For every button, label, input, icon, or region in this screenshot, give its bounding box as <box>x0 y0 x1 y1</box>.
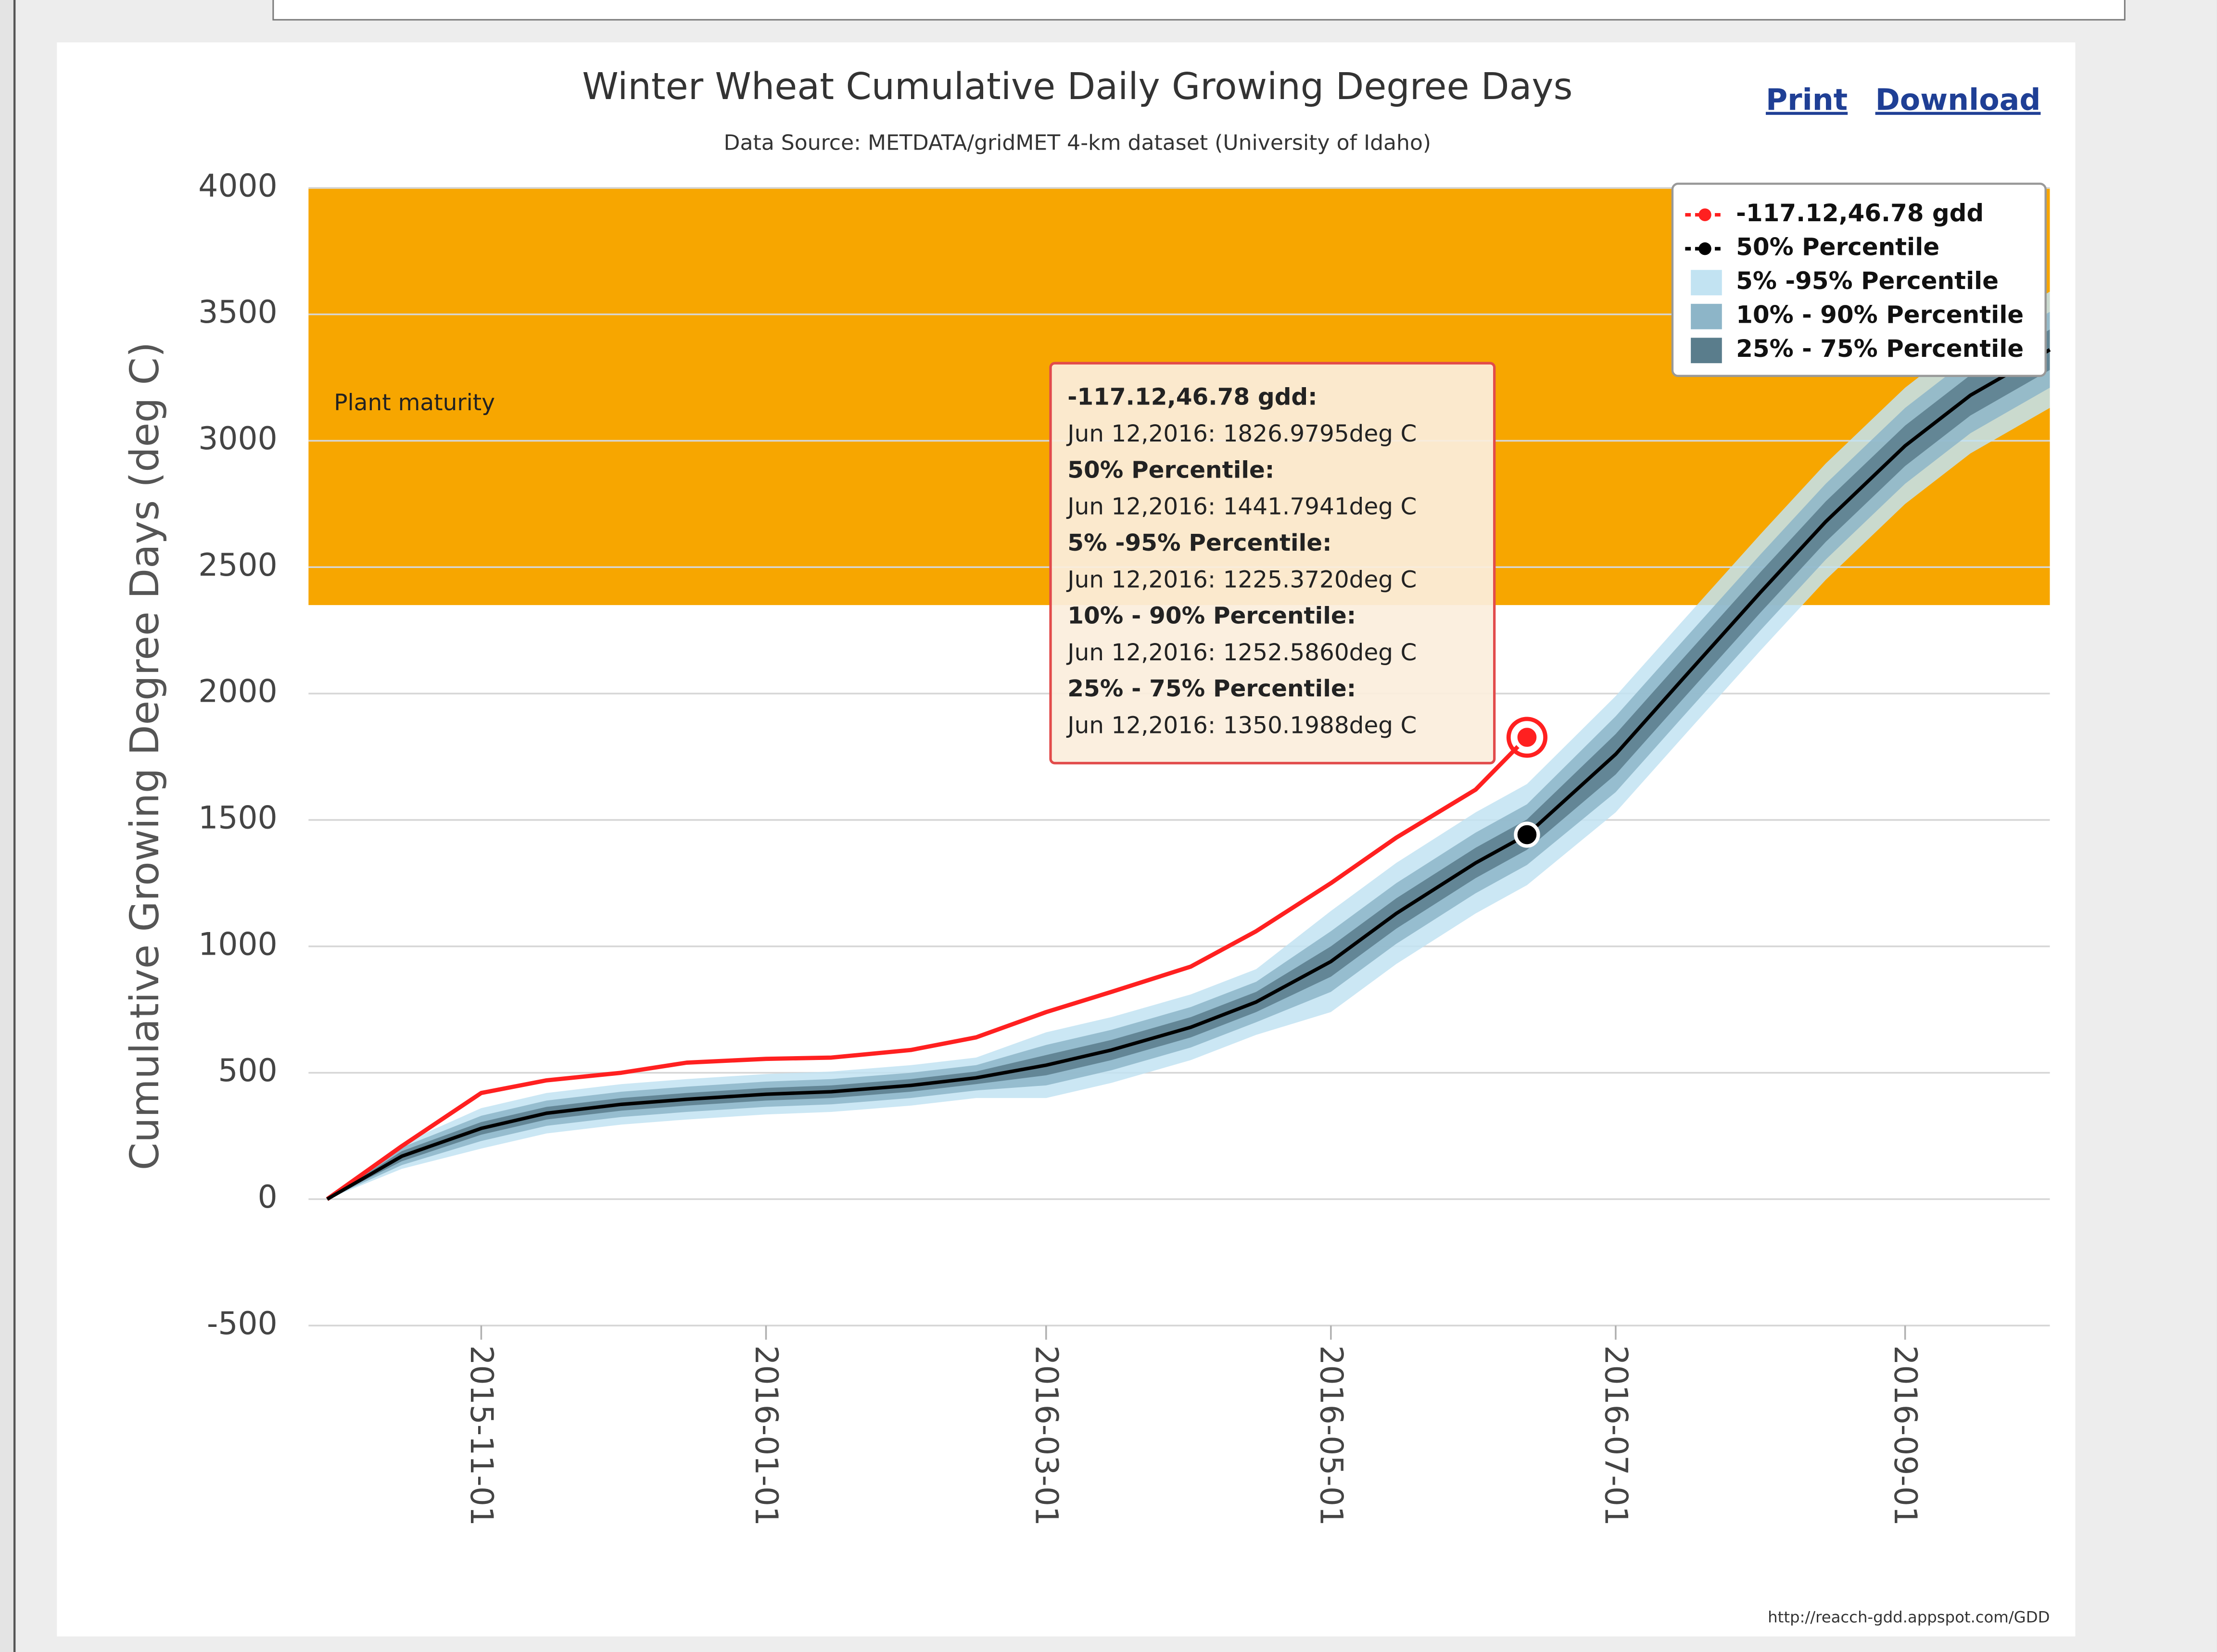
tooltip-text: Jun 12,2016: 1225.3720deg C <box>1066 566 1417 593</box>
zone-label: Plant maturity <box>334 390 495 416</box>
legend-dot <box>1698 242 1711 255</box>
y-tick-label: -500 <box>207 1306 278 1342</box>
x-tick-label: 2016-07-01 <box>1597 1345 1634 1526</box>
tooltip-title: -117.12,46.78 gdd: <box>1067 384 1317 411</box>
tooltip-title: 5% -95% Percentile: <box>1067 530 1331 556</box>
legend-swatch <box>1691 303 1722 329</box>
point-marker <box>1514 821 1540 848</box>
x-tick-label: 2016-05-01 <box>1313 1345 1349 1526</box>
tooltip: -117.12,46.78 gdd: Jun 12,2016: 1826.9795… <box>1049 362 1496 765</box>
x-tick-label: 2016-01-01 <box>748 1345 784 1526</box>
point-marker <box>1514 724 1540 751</box>
credit: http://reacch-gdd.appspot.com/GDD <box>1768 1608 2050 1626</box>
tooltip-text: Jun 12,2016: 1350.1988deg C <box>1066 712 1417 739</box>
plot: Plant maturity -500 0 500 1000 1500 2000 2500 30… <box>198 168 2051 1526</box>
y-tick-label: 3500 <box>198 294 277 330</box>
y-tick-label: 500 <box>218 1053 277 1089</box>
legend-label: -117.12,46.78 gdd <box>1736 199 1984 227</box>
chart-subtitle: Data Source: METDATA/gridMET 4-km datase… <box>724 131 1432 155</box>
y-tick-label: 3000 <box>198 421 277 457</box>
legend-swatch <box>1691 270 1722 296</box>
print-link[interactable]: Print <box>1766 83 1848 117</box>
y-tick-label: 2000 <box>198 674 277 710</box>
tooltip-title: 25% - 75% Percentile: <box>1067 675 1356 702</box>
hover-halo <box>1506 717 1548 758</box>
series-line <box>326 348 2051 1201</box>
tooltip-title: 10% - 90% Percentile: <box>1067 602 1356 629</box>
series-line <box>326 735 1529 1201</box>
legend: -117.12,46.78 gdd 50% Percentile 5% -95% P… <box>1671 182 2047 377</box>
x-tick-label: 2015-11-01 <box>463 1345 499 1526</box>
y-tick-label: 1500 <box>198 800 277 836</box>
tooltip-title: 50% Percentile: <box>1067 456 1274 483</box>
tooltip-text: Jun 12,2016: 1826.9795deg C <box>1066 420 1417 447</box>
y-tick-label: 2500 <box>198 547 277 583</box>
y-tick-label: 4000 <box>198 168 277 204</box>
legend-label: 5% -95% Percentile <box>1736 267 1999 295</box>
legend-dot <box>1698 208 1711 221</box>
legend-swatch <box>1691 338 1722 364</box>
y-tick-label: 0 <box>258 1179 278 1215</box>
legend-label: 50% Percentile <box>1736 233 1939 261</box>
percentile-band <box>327 329 2050 1199</box>
y-tick-label: 1000 <box>198 926 277 962</box>
tooltip-text: Jun 12,2016: 1252.5860deg C <box>1066 639 1417 666</box>
chart-title: Winter Wheat Cumulative Daily Growing De… <box>582 65 1572 108</box>
x-tick-label: 2016-03-01 <box>1028 1345 1064 1526</box>
legend-label: 10% - 90% Percentile <box>1736 301 2024 329</box>
download-link[interactable]: Download <box>1875 83 2041 117</box>
tooltip-box <box>1049 362 1496 765</box>
legend-label: 25% - 75% Percentile <box>1736 335 2024 363</box>
legend-box <box>1671 182 2047 377</box>
top-box <box>272 0 2126 21</box>
x-tick-label: 2016-09-01 <box>1887 1345 1923 1526</box>
tooltip-text: Jun 12,2016: 1441.7941deg C <box>1066 493 1417 520</box>
y-axis-label: Cumulative Growing Degree Days (deg C) <box>122 342 168 1170</box>
